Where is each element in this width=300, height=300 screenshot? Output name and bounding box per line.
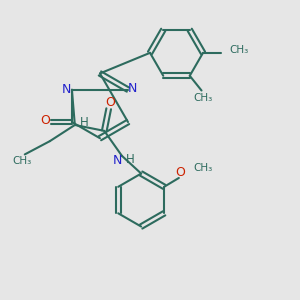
- Text: O: O: [105, 96, 115, 110]
- Text: CH₃: CH₃: [12, 156, 32, 166]
- Text: CH₃: CH₃: [194, 93, 213, 103]
- Text: O: O: [40, 114, 50, 127]
- Text: H: H: [80, 116, 88, 128]
- Text: N: N: [113, 154, 122, 167]
- Text: N: N: [128, 82, 137, 95]
- Text: CH₃: CH₃: [194, 163, 213, 173]
- Text: N: N: [62, 83, 71, 96]
- Text: O: O: [176, 166, 185, 179]
- Text: CH₃: CH₃: [229, 45, 248, 55]
- Text: H: H: [126, 153, 135, 166]
